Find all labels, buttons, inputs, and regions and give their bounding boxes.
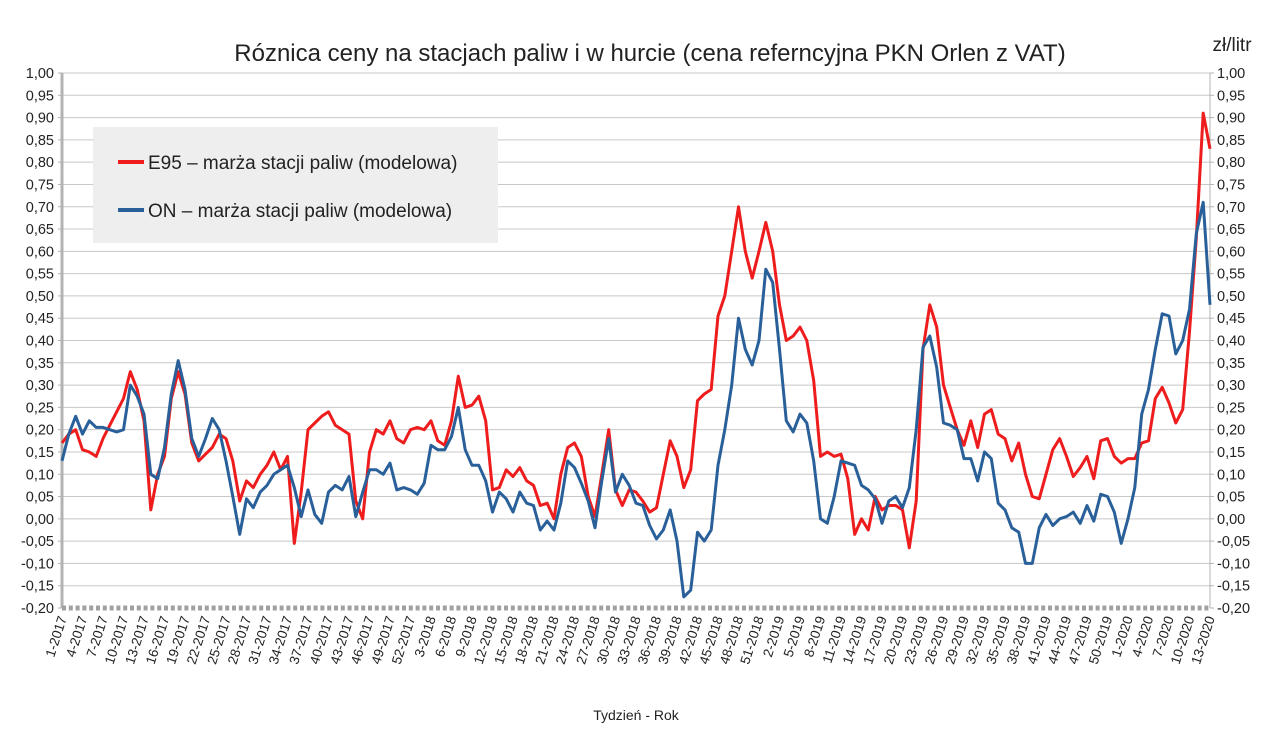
legend-label-e95: E95 – marża stacji paliw (modelowa) [148, 153, 457, 174]
y-tick-label-right: 0,80 [1217, 155, 1245, 171]
y-tick-label-right: 0,00 [1217, 512, 1245, 528]
y-tick-label-right: 0,35 [1217, 356, 1245, 372]
y-tick-label: 0,00 [26, 512, 54, 528]
y-tick-label: 0,55 [26, 267, 54, 283]
y-tick-label: 0,15 [26, 445, 54, 461]
y-tick-label: 0,65 [26, 222, 54, 238]
y-tick-label: 0,95 [26, 88, 54, 104]
y-tick-label: -0,20 [21, 601, 54, 617]
y-tick-label: -0,05 [21, 534, 54, 550]
legend-label-on: ON – marża stacji paliw (modelowa) [148, 201, 452, 222]
y-axis-right: -0,20 -0,15 -0,10 -0,05 0,00 0,05 0,10 0,15 0,20… [1209, 66, 1250, 617]
y-tick-label-right: -0,10 [1217, 556, 1250, 572]
x-axis-label: Tydzień - Rok [593, 707, 680, 723]
y-tick-label: 0,40 [26, 334, 54, 350]
y-tick-label: 0,80 [26, 155, 54, 171]
y-tick-label: 0,70 [26, 200, 54, 216]
y-axis-right-unit: zł/litr [1212, 35, 1252, 56]
x-axis: 1-20174-20177-201710-201713-201716-20171… [43, 605, 1218, 666]
y-tick-label: 0,10 [26, 467, 54, 483]
y-tick-label: 0,90 [26, 111, 54, 127]
y-tick-label-right: 0,65 [1217, 222, 1245, 238]
chart-title: Róznica ceny na stacjach paliw i w hurci… [234, 40, 1065, 67]
y-tick-label-right: -0,20 [1217, 601, 1250, 617]
y-tick-label: 0,85 [26, 133, 54, 149]
y-axis-left: -0,20 -0,15 -0,10 -0,05 0,00 0,05 0,10 0,15 0,20… [21, 66, 64, 617]
y-tick-label-right: 0,10 [1217, 467, 1245, 483]
y-tick-label-right: 0,50 [1217, 289, 1245, 305]
y-tick-label: 0,75 [26, 177, 54, 193]
y-tick-label-right: 0,25 [1217, 400, 1245, 416]
y-tick-label-right: 1,00 [1217, 66, 1245, 82]
y-tick-label: -0,10 [21, 556, 54, 572]
y-tick-label: 0,45 [26, 311, 54, 327]
y-tick-label-right: 0,55 [1217, 267, 1245, 283]
y-tick-label-right: -0,05 [1217, 534, 1250, 550]
y-tick-label: 0,30 [26, 378, 54, 394]
y-tick-label: 0,05 [26, 490, 54, 506]
legend-background [93, 127, 498, 243]
y-tick-label-right: 0,05 [1217, 490, 1245, 506]
gridlines [62, 72, 1210, 587]
y-tick-label: 0,20 [26, 423, 54, 439]
series-lines [60, 111, 1212, 599]
y-tick-label-right: 0,90 [1217, 111, 1245, 127]
y-tick-label: -0,15 [21, 579, 54, 595]
y-tick-label-right: 0,95 [1217, 88, 1245, 104]
y-tick-label-right: 0,40 [1217, 334, 1245, 350]
y-tick-label-right: 0,45 [1217, 311, 1245, 327]
y-tick-label-right: 0,60 [1217, 244, 1245, 260]
y-tick-label: 0,60 [26, 244, 54, 260]
y-tick-label-right: 0,75 [1217, 177, 1245, 193]
y-tick-label-right: -0,15 [1217, 579, 1250, 595]
y-tick-label-right: 0,85 [1217, 133, 1245, 149]
y-tick-label: 0,25 [26, 400, 54, 416]
series-line-e95 [60, 111, 1212, 550]
y-tick-label: 0,50 [26, 289, 54, 305]
series-line-on [60, 200, 1212, 599]
y-tick-label-right: 0,15 [1217, 445, 1245, 461]
y-tick-label-right: 0,30 [1217, 378, 1245, 394]
y-tick-label-right: 0,20 [1217, 423, 1245, 439]
y-tick-label: 1,00 [26, 66, 54, 82]
y-tick-label-right: 0,70 [1217, 200, 1245, 216]
legend: E95 – marża stacji paliw (modelowa) ON –… [93, 127, 498, 243]
y-tick-label: 0,35 [26, 356, 54, 372]
